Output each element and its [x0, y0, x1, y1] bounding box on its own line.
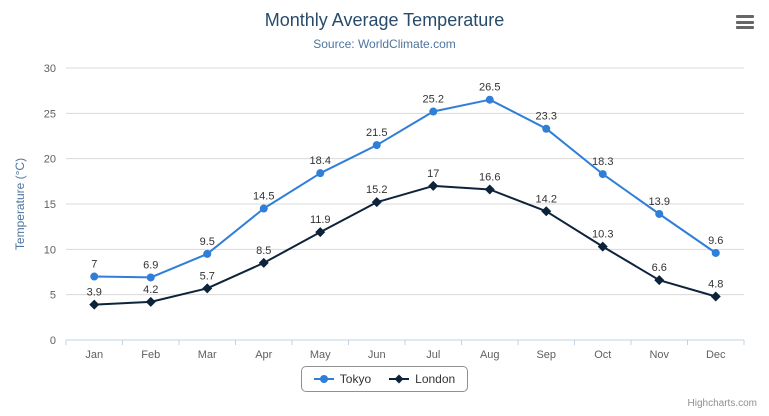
legend-label-london: London	[415, 372, 456, 386]
tokyo-point[interactable]	[90, 272, 99, 281]
london-data-label: 8.5	[256, 245, 271, 257]
y-axis-tick-label: 0	[50, 335, 56, 347]
london-point[interactable]	[710, 291, 721, 302]
london-data-label: 15.2	[366, 184, 387, 196]
hamburger-bar	[736, 15, 754, 18]
tokyo-data-label: 26.5	[479, 82, 500, 94]
london-data-label: 4.2	[143, 284, 158, 296]
tokyo-point[interactable]	[316, 169, 325, 178]
x-axis-label: Mar	[198, 349, 217, 361]
london-point[interactable]	[258, 257, 269, 268]
x-axis-label: Apr	[255, 349, 272, 361]
tokyo-point[interactable]	[485, 95, 494, 104]
hamburger-bar	[736, 26, 754, 29]
x-axis-label: Feb	[141, 349, 160, 361]
legend: Tokyo London	[0, 366, 769, 392]
x-axis-label: Nov	[649, 349, 669, 361]
tokyo-point[interactable]	[203, 249, 212, 258]
x-axis-label: May	[310, 349, 331, 361]
y-axis-tick-label: 25	[44, 108, 56, 120]
legend-item-london[interactable]: London	[389, 372, 455, 386]
legend-marker-1	[389, 374, 410, 384]
tokyo-data-label: 9.5	[200, 236, 215, 248]
tokyo-data-label: 18.4	[310, 155, 331, 167]
london-data-label: 14.2	[536, 193, 557, 205]
london-data-label: 10.3	[592, 229, 613, 241]
chart-title: Monthly Average Temperature	[264, 10, 505, 30]
hamburger-bar	[736, 20, 754, 24]
tokyo-data-label: 18.3	[592, 156, 613, 168]
legend-box: Tokyo London	[300, 366, 469, 392]
tokyo-point[interactable]	[598, 170, 607, 179]
tokyo-point[interactable]	[372, 141, 381, 150]
chart-subtitle: Source: WorldClimate.com	[313, 37, 456, 51]
london-point[interactable]	[541, 206, 552, 217]
london-point[interactable]	[371, 197, 382, 208]
london-point[interactable]	[654, 275, 665, 286]
y-axis-title: Temperature (°C)	[13, 158, 27, 250]
tokyo-data-label: 13.9	[649, 196, 670, 208]
tokyo-point[interactable]	[429, 107, 438, 116]
london-data-label: 5.7	[200, 270, 215, 282]
tokyo-data-label: 25.2	[423, 94, 444, 106]
tokyo-point[interactable]	[655, 209, 664, 218]
london-point[interactable]	[315, 227, 326, 238]
london-point[interactable]	[484, 184, 495, 195]
y-axis-tick-label: 10	[44, 244, 56, 256]
x-axis-label: Jul	[426, 349, 440, 361]
tokyo-data-label: 21.5	[366, 127, 387, 139]
y-axis-tick-label: 30	[44, 63, 56, 75]
london-point[interactable]	[202, 283, 213, 294]
tokyo-data-label: 14.5	[253, 191, 274, 203]
london-data-label: 17	[427, 168, 439, 180]
x-axis-label: Oct	[594, 349, 611, 361]
tokyo-data-label: 9.6	[708, 235, 723, 247]
credits-link[interactable]: Highcharts.com	[687, 398, 757, 409]
hamburger-menu-icon[interactable]	[736, 15, 754, 29]
london-point[interactable]	[597, 241, 608, 252]
tokyo-point[interactable]	[542, 124, 551, 133]
london-data-label: 4.8	[708, 278, 723, 290]
london-point[interactable]	[89, 299, 100, 310]
london-series-line	[94, 184, 717, 306]
legend-marker-0	[313, 375, 334, 383]
tokyo-point[interactable]	[259, 204, 268, 213]
x-axis-label: Jun	[368, 349, 386, 361]
london-data-label: 16.6	[479, 171, 500, 183]
tokyo-data-label: 7	[91, 259, 97, 271]
legend-item-tokyo[interactable]: Tokyo	[313, 372, 372, 386]
tokyo-data-label: 23.3	[536, 111, 557, 123]
london-data-label: 11.9	[310, 214, 331, 226]
tokyo-point[interactable]	[146, 273, 155, 282]
tokyo-point[interactable]	[711, 248, 720, 257]
x-axis-label: Aug	[480, 349, 500, 361]
london-data-label: 3.9	[87, 287, 102, 299]
y-axis-tick-label: 5	[50, 290, 56, 302]
x-axis-label: Dec	[706, 349, 726, 361]
tokyo-data-label: 6.9	[143, 259, 158, 271]
london-point[interactable]	[145, 296, 156, 307]
tokyo-series-line	[94, 98, 717, 279]
y-axis-tick-label: 20	[44, 154, 56, 166]
x-axis-label: Jan	[85, 349, 103, 361]
london-point[interactable]	[428, 180, 439, 191]
x-axis-label: Sep	[536, 349, 556, 361]
london-data-label: 6.6	[652, 262, 667, 274]
y-axis-tick-label: 15	[44, 199, 56, 211]
legend-label-tokyo: Tokyo	[339, 372, 372, 386]
